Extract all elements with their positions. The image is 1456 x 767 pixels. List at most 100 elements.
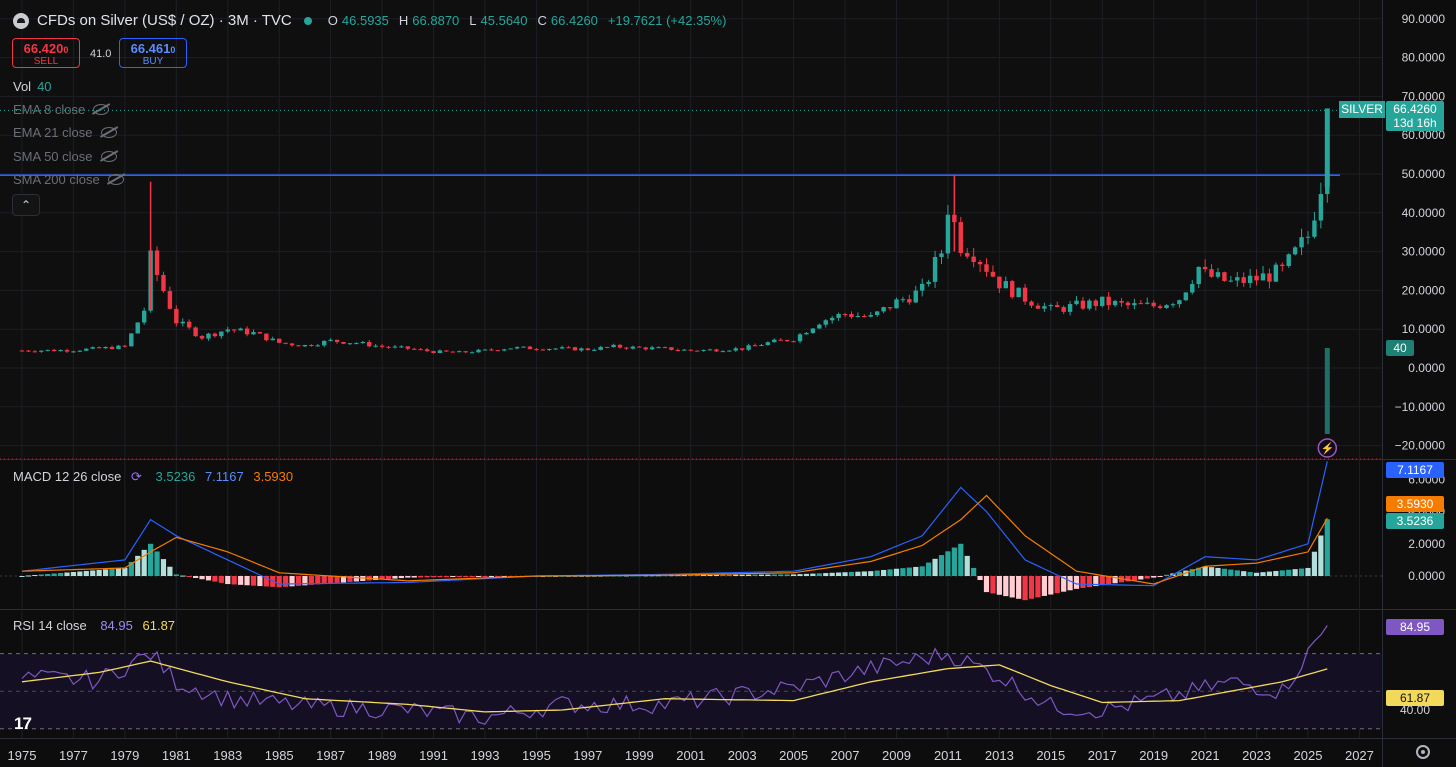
candle-body <box>1196 266 1201 285</box>
macd-histogram-bar <box>829 572 835 576</box>
candle-body <box>836 313 841 318</box>
candle-body <box>58 350 63 352</box>
macd-histogram-bar <box>1157 576 1163 577</box>
signal-tag: 3.5930 <box>1386 496 1444 512</box>
candle-body <box>1125 302 1131 306</box>
candle-body <box>457 351 462 353</box>
candle-body <box>778 339 783 341</box>
candle-body <box>424 349 430 352</box>
candle-body <box>662 347 668 349</box>
candle-body <box>315 345 320 347</box>
macd-histogram-bar <box>96 569 102 576</box>
candle-body <box>1312 220 1317 237</box>
macd-histogram-bar <box>1163 574 1170 576</box>
time-axis-tick: 2001 <box>676 748 705 763</box>
macd-histogram-bar <box>173 574 179 576</box>
open-label: O <box>327 13 338 28</box>
candle-body <box>238 328 243 331</box>
rsi-ma-value: 61.87 <box>142 618 176 633</box>
candle-body <box>161 274 166 292</box>
low-label: L <box>469 13 477 28</box>
sell-price-small: 0 <box>63 45 69 55</box>
macd-histogram-bar <box>475 576 482 577</box>
gear-icon[interactable] <box>1416 745 1430 759</box>
candle-body <box>482 349 488 351</box>
candle-body <box>90 347 95 349</box>
candle-body <box>817 324 822 329</box>
indicator-sma50[interactable]: SMA 50 close <box>13 149 117 164</box>
macd-histogram-bar <box>379 576 385 580</box>
candle-body <box>772 339 777 343</box>
macd-histogram-bar <box>881 569 887 576</box>
symbol-title[interactable]: CFDs on Silver (US$ / OZ) · 3M · TVC <box>37 12 292 29</box>
candle-body <box>199 336 205 339</box>
macd-histogram-bar <box>302 576 308 586</box>
candle-body <box>1061 307 1066 312</box>
macd-histogram-bar <box>1106 576 1112 585</box>
macd-histogram-bar <box>51 573 57 576</box>
candle-body <box>26 350 31 352</box>
macd-histogram-bar <box>726 574 732 576</box>
macd-histogram-bar <box>19 576 25 577</box>
candle-body <box>1215 272 1221 277</box>
macd-histogram-bar <box>154 551 160 576</box>
macd-axis-tick: 0.0000 <box>1408 569 1445 583</box>
macd-histogram-value: 3.5236 <box>155 469 196 484</box>
indicator-ema21[interactable]: EMA 21 close <box>13 125 117 140</box>
eye-hidden-icon[interactable] <box>93 104 110 115</box>
candle-body <box>862 315 867 317</box>
buy-button[interactable]: 66.4610 BUY <box>119 38 187 68</box>
macd-histogram-bar <box>244 576 250 586</box>
volume-legend[interactable]: Vol 40 <box>13 79 52 94</box>
rsi-legend[interactable]: RSI 14 close 84.95 61.87 <box>13 618 175 633</box>
candle-body <box>129 333 134 347</box>
candle-body <box>907 299 912 303</box>
candle-body <box>1151 302 1156 307</box>
candle-body <box>514 347 520 349</box>
time-axis-tick: 1983 <box>213 748 242 763</box>
indicator-sma200[interactable]: SMA 200 close <box>13 172 124 187</box>
candle-body <box>1035 305 1041 309</box>
candle-body <box>566 347 571 349</box>
close-value: 66.4260 <box>550 13 598 28</box>
macd-histogram-bar <box>1241 571 1247 576</box>
macd-histogram-bar <box>996 576 1002 595</box>
candle-body <box>945 214 951 254</box>
candle-body <box>688 349 693 351</box>
indicator-ema8[interactable]: EMA 8 close <box>13 102 110 117</box>
macd-histogram-bar <box>308 576 314 585</box>
candle-body <box>469 352 475 354</box>
candle-body <box>431 351 436 354</box>
candle-body <box>900 299 906 301</box>
candle-body <box>1048 305 1054 307</box>
eye-hidden-icon[interactable] <box>100 151 117 162</box>
macd-histogram-bar <box>1292 569 1298 576</box>
macd-histogram-bar <box>1176 571 1183 576</box>
macd-histogram-bar <box>906 567 912 576</box>
macd-histogram-bar <box>373 576 379 581</box>
macd-histogram-bar <box>135 555 141 576</box>
macd-histogram-bar <box>1144 576 1150 579</box>
candle-body <box>360 341 365 344</box>
candle-body <box>386 346 391 348</box>
candle-body <box>444 350 449 352</box>
candle-body <box>1119 300 1124 303</box>
macd-legend[interactable]: MACD 12 26 close ⟳ 3.5236 7.1167 3.5930 <box>13 469 293 485</box>
refresh-icon[interactable]: ⟳ <box>131 469 142 484</box>
collapse-legend-button[interactable]: ⌃ <box>12 194 40 216</box>
time-axis-tick: 1987 <box>316 748 345 763</box>
candle-body <box>1305 236 1311 238</box>
candle-body <box>463 351 468 353</box>
macd-histogram-bar <box>32 574 38 576</box>
eye-hidden-icon[interactable] <box>107 174 124 185</box>
candle-body <box>206 333 211 339</box>
tradingview-logo[interactable]: 17 <box>14 714 32 733</box>
volume-tag: 40 <box>1386 340 1414 356</box>
candle-body <box>219 331 224 337</box>
macd-histogram-bar <box>463 576 469 577</box>
candle-body <box>19 350 25 352</box>
sell-button[interactable]: 66.4200 SELL <box>12 38 80 68</box>
eye-hidden-icon[interactable] <box>100 127 117 138</box>
candle-body <box>1170 304 1176 306</box>
